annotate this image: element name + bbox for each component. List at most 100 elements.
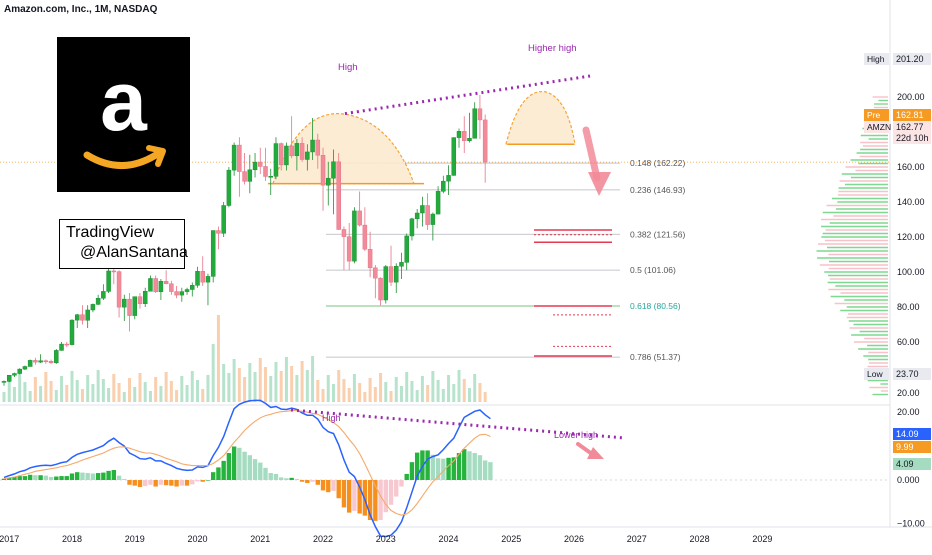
macd-histogram-bar [462, 449, 467, 480]
candle-body [414, 212, 420, 220]
candle-body [352, 210, 357, 262]
price-axis-tick: 20.00 [897, 407, 920, 417]
volume-bar [12, 387, 16, 402]
price-tag-name: High [867, 54, 885, 64]
macd-histogram-bar [69, 473, 75, 480]
volume-bar [379, 373, 383, 402]
price-axis-tick: 80.00 [897, 302, 920, 312]
candle-body [158, 281, 164, 293]
macd-histogram-bar [101, 472, 106, 480]
candle-body [357, 210, 362, 226]
candle-body [95, 298, 101, 305]
volume-bar [216, 315, 220, 402]
candle-body [273, 143, 279, 177]
x-axis-year-label: 2018 [62, 534, 82, 544]
x-axis-year-label: 2019 [125, 534, 145, 544]
candle-body [153, 278, 158, 293]
candle-body [383, 266, 389, 301]
volume-bar [44, 372, 48, 402]
candle-body [38, 360, 43, 363]
candle-body [341, 229, 347, 237]
volume-bar [342, 379, 346, 402]
price-tag-name: Pre [867, 110, 881, 120]
price-tag-value: 162.77 [896, 122, 924, 132]
candle-body [106, 270, 111, 292]
macd-value-tag-bg [893, 428, 931, 440]
candle-body [137, 296, 143, 304]
volume-bar [164, 372, 168, 402]
candle-body [482, 119, 488, 163]
volume-bar [436, 380, 440, 402]
price-tag-bg [893, 132, 931, 144]
macd-histogram-bar [268, 473, 273, 480]
price-tag-value: 201.20 [896, 54, 924, 64]
macd-histogram-bar [205, 480, 211, 481]
candle-body [74, 314, 80, 321]
candle-body [163, 281, 169, 284]
candle-body [336, 161, 341, 230]
macd-histogram-bar [116, 475, 122, 480]
x-axis-year-label: 2026 [564, 534, 584, 544]
volume-bar [363, 392, 367, 402]
price-tag-name-bg [864, 109, 889, 121]
x-axis-year-label: 2027 [627, 534, 647, 544]
candle-body [226, 169, 232, 206]
candle-body [6, 375, 12, 382]
volume-bar [133, 387, 137, 402]
macd-histogram-bar [284, 478, 289, 480]
candle-body [467, 138, 472, 142]
x-axis-year-label: 2025 [501, 534, 521, 544]
volume-bar [415, 390, 419, 402]
macd-histogram-bar [43, 475, 49, 480]
watermark-box: TradingView @AlanSantana [59, 219, 188, 269]
macd-histogram-bar [12, 476, 17, 480]
candle-body [441, 180, 446, 192]
candle-body [268, 176, 273, 178]
volume-bar [347, 388, 351, 402]
volume-bar [49, 381, 53, 402]
macd-histogram-bar [357, 480, 362, 514]
macd-histogram-bar [289, 477, 294, 480]
macd-histogram-bar [252, 459, 258, 480]
symbol-title[interactable]: Amazon.com, Inc., 1M, NASDAQ [4, 4, 158, 15]
macd-histogram-bar [331, 480, 336, 491]
candle-body [221, 205, 226, 234]
candle-body [231, 144, 237, 171]
volume-bar [331, 384, 335, 402]
down-arrow-icon [582, 126, 601, 182]
candle-body [43, 360, 49, 362]
macd-histogram-bar [482, 460, 488, 480]
candle-body [373, 267, 378, 279]
macd-histogram-bar [477, 455, 483, 480]
macd-value-tag-bg [893, 441, 931, 453]
macd-histogram-bar [59, 476, 64, 480]
candle-body [174, 291, 179, 296]
macd-down-arrow-head-icon [587, 447, 604, 459]
candle-body [210, 230, 216, 277]
volume-bar [399, 386, 403, 402]
macd-histogram-bar [54, 476, 59, 480]
macd-histogram-bar [1, 478, 7, 480]
candle-body [190, 285, 195, 290]
candle-body [64, 343, 70, 346]
fib-label: 0.5 (101.06) [630, 265, 676, 275]
macd-histogram-bar [299, 480, 305, 482]
macd-histogram-bar [388, 480, 394, 505]
amazon-logo-letter: a [100, 54, 147, 148]
price-tag-bg [893, 53, 931, 65]
price-axis-tick: 60.00 [897, 337, 920, 347]
fib-label: 0.382 (121.56) [630, 229, 685, 239]
volume-bar [295, 375, 299, 402]
volume-bar [107, 388, 111, 402]
macd-histogram-bar [200, 480, 205, 482]
price-tag-name-bg [864, 368, 889, 380]
price-axis-tick: 120.00 [897, 232, 925, 242]
volume-bar [91, 384, 95, 402]
macd-histogram-bar [148, 480, 153, 485]
macd-histogram-bar [48, 476, 54, 480]
candle-body [59, 343, 64, 351]
candle-body [127, 298, 132, 316]
macd-histogram-bar [425, 450, 430, 480]
volume-bar [389, 391, 393, 402]
